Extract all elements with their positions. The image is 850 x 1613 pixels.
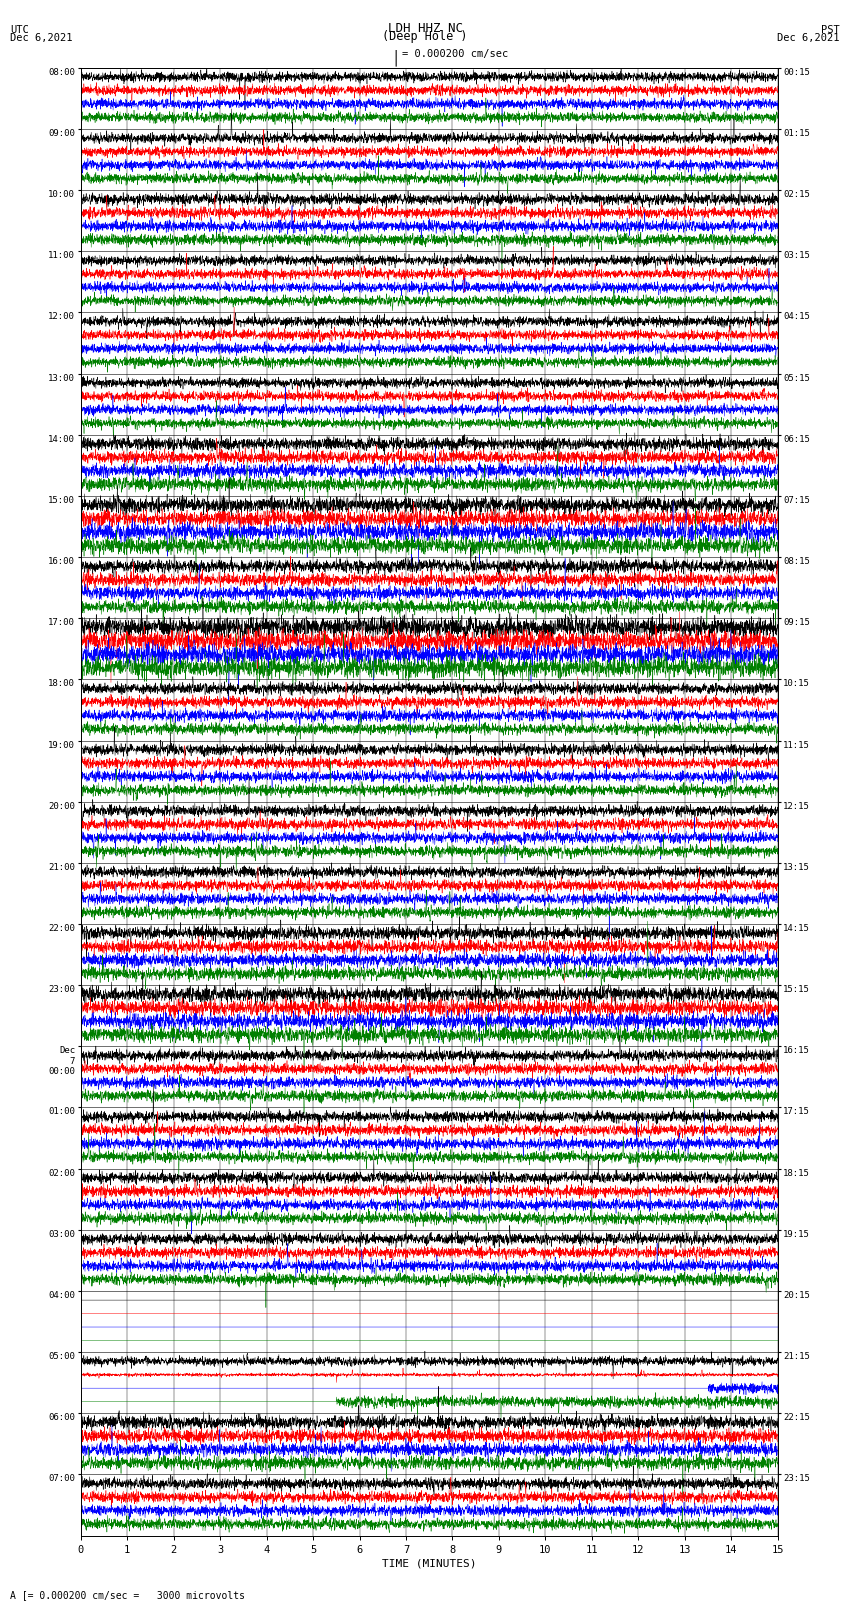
Text: │: │ bbox=[391, 50, 399, 66]
X-axis label: TIME (MINUTES): TIME (MINUTES) bbox=[382, 1558, 477, 1569]
Text: Dec 6,2021: Dec 6,2021 bbox=[10, 32, 73, 44]
Text: A [= 0.000200 cm/sec =   3000 microvolts: A [= 0.000200 cm/sec = 3000 microvolts bbox=[10, 1590, 245, 1600]
Text: Dec 6,2021: Dec 6,2021 bbox=[777, 32, 840, 44]
Text: LDH HHZ NC: LDH HHZ NC bbox=[388, 21, 462, 35]
Text: UTC: UTC bbox=[10, 24, 29, 35]
Text: PST: PST bbox=[821, 24, 840, 35]
Text: (Deep Hole ): (Deep Hole ) bbox=[382, 29, 468, 44]
Text: = 0.000200 cm/sec: = 0.000200 cm/sec bbox=[402, 50, 508, 60]
